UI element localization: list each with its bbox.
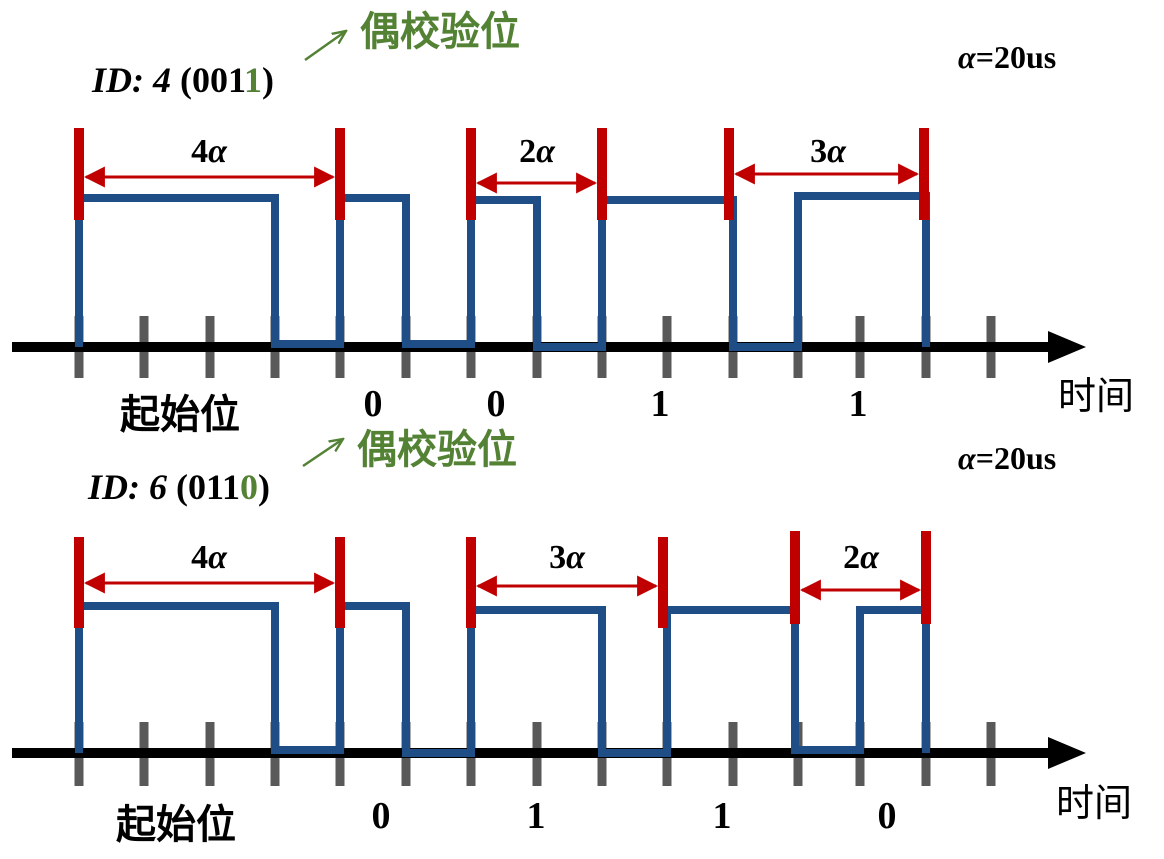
bit-value: 1: [713, 795, 732, 837]
alpha-definition: α=20us: [958, 39, 1056, 75]
id-label: ID: 4 (0011): [91, 60, 274, 100]
bit-value: 1: [849, 383, 868, 425]
signal-waveform: [75, 602, 930, 757]
parity-pointer-arrow: [302, 439, 343, 468]
diagram-id4: 4α 2α 3α ID: 4 (0011) 偶校验位 α=20us 时间 起始位…: [12, 9, 1134, 438]
bit-value: 0: [372, 795, 391, 837]
time-axis-label: 时间: [1056, 781, 1132, 825]
parity-pointer-arrow: [304, 31, 346, 62]
interval-label: 4α: [191, 133, 228, 170]
interval-label: 3α: [810, 133, 847, 170]
time-axis-label: 时间: [1058, 374, 1134, 418]
time-axis-arrowhead: [1048, 331, 1086, 363]
parity-bit-label: 偶校验位: [360, 9, 520, 55]
pulse-markers: [74, 531, 931, 628]
diagram-id6: 4α 3α 2α ID: 6 (0110) 偶校验位 α=20us 时间 起始位…: [12, 427, 1132, 848]
alpha-definition: α=20us: [958, 440, 1056, 476]
bit-value: 0: [364, 383, 383, 425]
start-bit-label: 起始位: [120, 392, 240, 438]
interval-label: 2α: [843, 539, 880, 576]
time-axis-arrowhead: [1048, 737, 1086, 769]
start-bit-label: 起始位: [116, 802, 236, 848]
interval-label: 2α: [519, 133, 556, 170]
pulse-markers: [74, 128, 929, 220]
bit-value: 0: [487, 383, 506, 425]
parity-bit-label: 偶校验位: [357, 427, 517, 473]
bit-value: 0: [878, 795, 897, 837]
bit-value: 1: [651, 383, 670, 425]
interval-label: 4α: [191, 539, 228, 576]
signal-waveform: [75, 192, 930, 351]
bit-value: 1: [527, 795, 546, 837]
interval-label: 3α: [549, 539, 586, 576]
id-label: ID: 6 (0110): [87, 467, 270, 507]
